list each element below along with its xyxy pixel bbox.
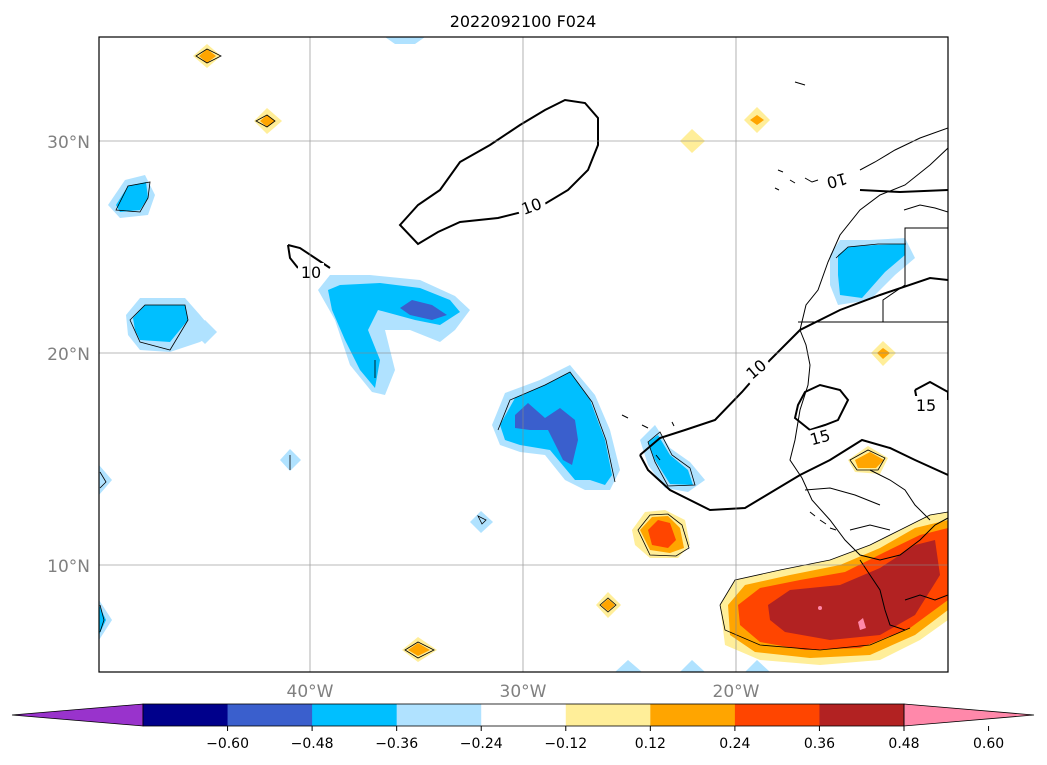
coastlines xyxy=(621,81,948,631)
contour-label-2: 10 xyxy=(301,263,321,282)
lon-label-30w: 30°W xyxy=(500,682,547,702)
map-panel: 10 10 10 10 15 15 xyxy=(98,36,949,673)
thin-contours xyxy=(99,48,948,659)
contour-label-6: 15 xyxy=(916,396,936,415)
latitude-labels: 30°N 20°N 10°N xyxy=(47,133,90,577)
colorbar-tick-label: 0.48 xyxy=(888,736,919,752)
colorbar-segment xyxy=(819,704,905,726)
colorbar-segment xyxy=(481,704,567,726)
colorbar-segment xyxy=(650,704,736,726)
positive-anomaly-fills xyxy=(193,44,948,665)
colorbar-tick-label: 0.24 xyxy=(719,736,750,752)
colorbar-tick-label: −0.12 xyxy=(544,736,587,752)
colorbar-tick-label: −0.24 xyxy=(460,736,503,752)
lat-label-20n: 20°N xyxy=(47,345,90,365)
colorbar-segment xyxy=(565,704,651,726)
colorbar-extend-low xyxy=(11,703,144,727)
colorbar-tick-label: 0.36 xyxy=(804,736,835,752)
figure-title: 2022092100 F024 xyxy=(450,12,597,31)
thick-contours xyxy=(287,98,948,512)
lon-label-20w: 20°W xyxy=(713,682,760,702)
colorbar-segment xyxy=(396,704,482,726)
colorbar-tick-label: 0.60 xyxy=(973,736,1004,752)
longitude-labels: 40°W 30°W 20°W xyxy=(287,682,760,702)
colorbar-segment xyxy=(734,704,820,726)
lat-label-10n: 10°N xyxy=(47,557,90,577)
lon-label-40w: 40°W xyxy=(287,682,334,702)
colorbar-tick-label: −0.36 xyxy=(375,736,418,752)
colorbar: −0.60 −0.48 −0.36 −0.24 −0.12 0.12 0.24 0.36 0.4… xyxy=(11,703,1035,752)
colorbar-segments xyxy=(11,703,1035,727)
negative-anomaly-fills xyxy=(99,37,915,672)
contour-labels: 10 10 10 10 15 15 xyxy=(298,168,940,450)
colorbar-ticks: −0.60 −0.48 −0.36 −0.24 −0.12 0.12 0.24 0.36 0.4… xyxy=(206,726,1004,752)
colorbar-tick-label: −0.60 xyxy=(206,736,249,752)
colorbar-segment xyxy=(227,704,313,726)
colorbar-tick-label: 0.12 xyxy=(635,736,666,752)
contour-label-5: 15 xyxy=(808,426,833,450)
gridlines xyxy=(99,37,948,672)
lat-label-30n: 30°N xyxy=(47,133,90,153)
colorbar-outline xyxy=(142,703,905,727)
colorbar-segment xyxy=(312,704,398,726)
contour-label-4: 10 xyxy=(825,169,850,193)
colorbar-extend-high xyxy=(903,703,1035,727)
colorbar-tick-label: −0.48 xyxy=(291,736,334,752)
colorbar-segment xyxy=(143,704,229,726)
